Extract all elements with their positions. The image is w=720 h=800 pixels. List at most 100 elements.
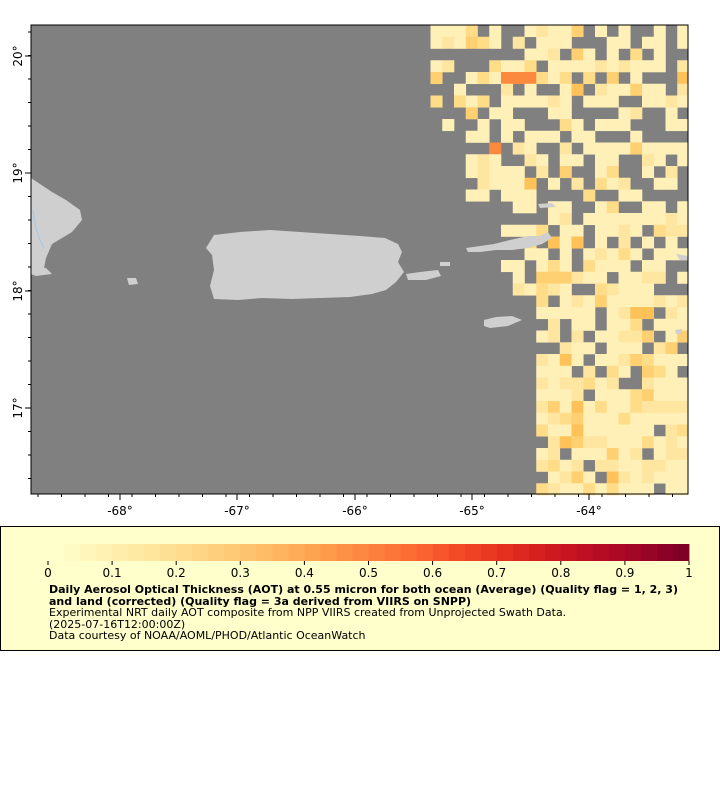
aot-cell (595, 295, 608, 308)
aot-cell (559, 412, 572, 425)
aot-cell (571, 271, 584, 284)
aot-cell (642, 412, 655, 425)
colorbar-swatch (304, 544, 321, 561)
aot-cell (618, 295, 631, 308)
aot-cell (618, 389, 631, 402)
aot-cell (548, 354, 561, 367)
aot-cell (630, 318, 643, 331)
aot-cell (477, 177, 490, 190)
colorbar-tick-label: 0.5 (359, 566, 378, 580)
aot-cell (571, 377, 584, 390)
aot-cell (677, 295, 688, 308)
aot-cell (571, 412, 584, 425)
aot-cell (559, 459, 572, 472)
aot-cell (512, 260, 525, 273)
colorbar-swatch (464, 544, 482, 561)
mona-island (127, 278, 138, 285)
aot-cell (618, 342, 631, 355)
aot-cell (677, 95, 688, 108)
aot-cell (477, 72, 490, 85)
aot-cell (595, 424, 608, 437)
aot-cell (465, 166, 478, 179)
aot-cell (512, 119, 525, 132)
aot-cell (559, 342, 572, 355)
aot-cell (559, 483, 572, 496)
aot-cell (536, 448, 549, 461)
aot-cell (618, 283, 631, 296)
aot-cell (630, 483, 643, 496)
aot-cell (665, 95, 678, 108)
aot-cell (618, 83, 631, 96)
aot-cell (653, 25, 666, 38)
aot-cell (548, 436, 561, 449)
aot-cell (559, 154, 572, 167)
aot-cell (677, 471, 688, 484)
aot-cell (477, 189, 490, 202)
aot-cell (618, 483, 631, 496)
aot-cell (477, 154, 490, 167)
aot-cell (524, 201, 537, 214)
aot-cell (559, 283, 572, 296)
aot-cell (606, 471, 619, 484)
aot-cell (512, 283, 525, 296)
aot-cell (583, 213, 596, 226)
aot-cell (665, 354, 678, 367)
aot-cell (677, 377, 688, 390)
aot-cell (677, 60, 688, 73)
aot-cell (653, 201, 666, 214)
aot-cell (677, 213, 688, 226)
colorbar-swatch (592, 544, 610, 561)
aot-cell (548, 389, 561, 402)
aot-cell (642, 377, 655, 390)
colorbar-ticks: 0 0.1 0.2 0.3 0.4 0.5 0.6 0.7 0.8 0.9 1 (44, 561, 693, 580)
saona-island (31, 266, 52, 276)
legend-credit: Data courtesy of NOAA/AOML/PHOD/Atlantic… (49, 629, 366, 642)
aot-cell (642, 283, 655, 296)
aot-cell (642, 213, 655, 226)
st-croix-island (484, 316, 522, 328)
aot-cell (524, 95, 537, 108)
aot-cell (548, 401, 561, 414)
aot-cell (618, 25, 631, 38)
aot-cell (559, 271, 572, 284)
aot-cell (595, 354, 608, 367)
aot-cell (548, 72, 561, 85)
colorbar-tick-label: 0.3 (231, 566, 250, 580)
aot-cell (583, 412, 596, 425)
aot-cell (559, 401, 572, 414)
aot-cell (571, 424, 584, 437)
colorbar-swatch (480, 544, 498, 561)
aot-cell (618, 401, 631, 414)
aot-cell (653, 354, 666, 367)
colorbar-swatch (416, 544, 433, 561)
aot-cell (677, 142, 688, 155)
aot-cell (442, 60, 455, 73)
aot-cell (595, 283, 608, 296)
aot-cell (524, 224, 537, 237)
colorbar-tick-label: 0.4 (295, 566, 314, 580)
aot-cell (606, 119, 619, 132)
aot-cell (559, 248, 572, 261)
aot-cell (677, 483, 688, 496)
aot-cell (559, 295, 572, 308)
aot-cell (524, 60, 537, 73)
aot-cell (477, 130, 490, 143)
aot-cell (606, 483, 619, 496)
aot-cell (430, 72, 443, 85)
colorbar-swatch (336, 544, 353, 561)
aot-cell (653, 95, 666, 108)
aot-cell (677, 459, 688, 472)
colorbar-swatch (320, 544, 337, 561)
aot-cell (548, 412, 561, 425)
aot-cell (618, 107, 631, 120)
aot-cell (501, 189, 514, 202)
aot-cell (548, 424, 561, 437)
colorbar-swatch (64, 544, 81, 561)
aot-cell (630, 448, 643, 461)
aot-cell (665, 107, 678, 120)
aot-cell (595, 154, 608, 167)
aot-cell (618, 236, 631, 249)
aot-cell (548, 107, 561, 120)
aot-cell (642, 307, 655, 320)
aot-cell (630, 354, 643, 367)
